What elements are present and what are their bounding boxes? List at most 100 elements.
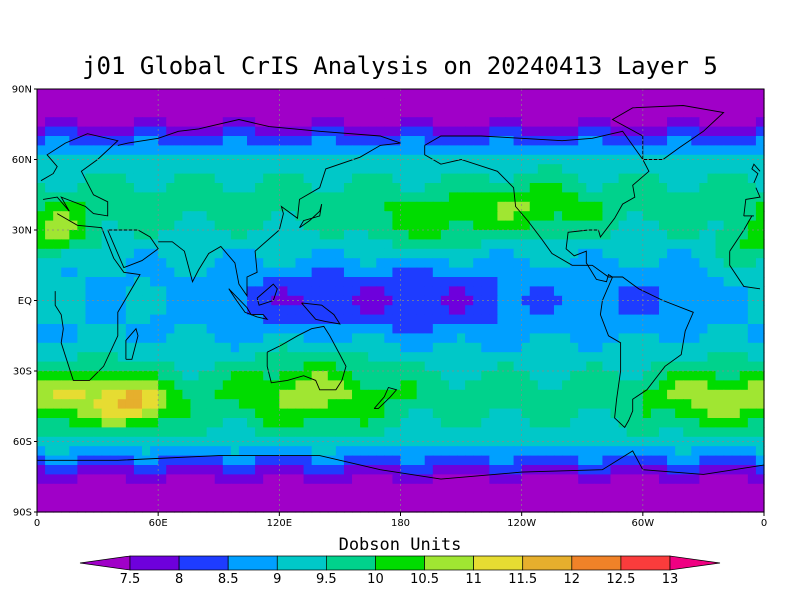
field-cell xyxy=(255,239,264,250)
field-cell xyxy=(93,408,103,419)
field-cell xyxy=(457,352,466,363)
field-cell xyxy=(214,465,224,475)
field-cell xyxy=(287,436,297,447)
field-cell xyxy=(618,408,628,419)
field-cell xyxy=(457,314,466,325)
field-cell xyxy=(634,107,644,118)
field-cell xyxy=(166,239,175,250)
field-cell xyxy=(238,314,248,325)
field-cell xyxy=(707,418,717,428)
field-cell xyxy=(497,380,507,391)
field-cell xyxy=(37,183,46,193)
field-cell xyxy=(352,418,361,428)
field-cell xyxy=(618,220,628,231)
field-cell xyxy=(618,380,628,391)
field-cell xyxy=(230,465,240,475)
field-cell xyxy=(319,286,329,297)
field-cell xyxy=(230,389,240,400)
field-cell xyxy=(319,107,329,118)
field-cell xyxy=(222,342,232,353)
field-cell xyxy=(37,465,46,475)
field-cell xyxy=(85,342,95,353)
field-cell xyxy=(610,258,620,269)
field-cell xyxy=(707,107,717,118)
field-cell xyxy=(214,305,224,316)
field-cell xyxy=(125,305,135,316)
field-cell xyxy=(650,220,660,231)
field-cell xyxy=(465,408,474,419)
field-cell xyxy=(109,474,119,485)
field-cell xyxy=(610,286,620,297)
field-cell xyxy=(642,493,652,504)
field-cell xyxy=(586,399,595,410)
field-cell xyxy=(650,295,660,306)
field-cell xyxy=(61,436,70,447)
field-cell xyxy=(101,352,111,363)
field-cell xyxy=(578,239,587,250)
field-cell xyxy=(295,314,305,325)
field-cell xyxy=(214,408,224,419)
field-cell xyxy=(691,89,700,99)
field-cell xyxy=(650,286,660,297)
field-cell xyxy=(723,183,733,193)
field-cell xyxy=(327,502,337,513)
field-cell xyxy=(198,427,208,438)
colorbar-box xyxy=(571,555,622,571)
field-cell xyxy=(279,342,289,353)
field-cell xyxy=(553,173,563,184)
field-cell xyxy=(142,126,151,137)
field-cell xyxy=(723,361,733,372)
field-cell xyxy=(658,239,668,250)
field-cell xyxy=(586,361,595,372)
field-cell xyxy=(424,436,434,447)
field-cell xyxy=(222,314,232,325)
field-cell xyxy=(45,154,54,165)
field-cell xyxy=(691,248,700,259)
field-cell xyxy=(117,352,127,363)
field-cell xyxy=(594,239,604,250)
field-cell xyxy=(279,211,289,222)
field-cell xyxy=(424,493,434,504)
field-cell xyxy=(747,136,757,146)
field-cell xyxy=(343,483,353,494)
field-cell xyxy=(255,230,264,240)
field-cell xyxy=(182,220,192,231)
field-cell xyxy=(142,192,151,203)
field-cell xyxy=(699,502,709,513)
field-cell xyxy=(448,192,458,203)
field-cell xyxy=(747,493,757,504)
field-cell xyxy=(61,389,70,400)
field-cell xyxy=(424,352,434,363)
field-cell xyxy=(416,277,426,287)
field-cell xyxy=(416,324,426,334)
field-cell xyxy=(594,277,604,287)
field-cell xyxy=(473,483,482,494)
field-cell xyxy=(457,436,466,447)
field-cell xyxy=(529,173,539,184)
field-cell xyxy=(481,126,490,137)
field-cell xyxy=(263,446,272,457)
field-cell xyxy=(562,286,571,297)
field-cell xyxy=(570,352,579,363)
field-cell xyxy=(642,277,652,287)
field-cell xyxy=(230,502,240,513)
field-cell xyxy=(109,267,119,278)
field-cell xyxy=(739,220,749,231)
field-cell xyxy=(37,173,46,184)
field-cell xyxy=(473,126,482,137)
field-cell xyxy=(117,164,127,175)
field-cell xyxy=(739,230,749,240)
field-cell xyxy=(578,164,587,175)
field-cell xyxy=(683,98,692,109)
field-cell xyxy=(247,98,256,109)
field-cell xyxy=(634,98,644,109)
field-cell xyxy=(255,183,264,193)
field-cell xyxy=(457,342,466,353)
coastlines xyxy=(37,105,765,480)
field-cell xyxy=(747,380,757,391)
field-cell xyxy=(497,342,507,353)
field-cell xyxy=(521,107,531,118)
field-cell xyxy=(303,380,313,391)
field-cell xyxy=(69,418,78,428)
field-cell xyxy=(424,314,434,325)
